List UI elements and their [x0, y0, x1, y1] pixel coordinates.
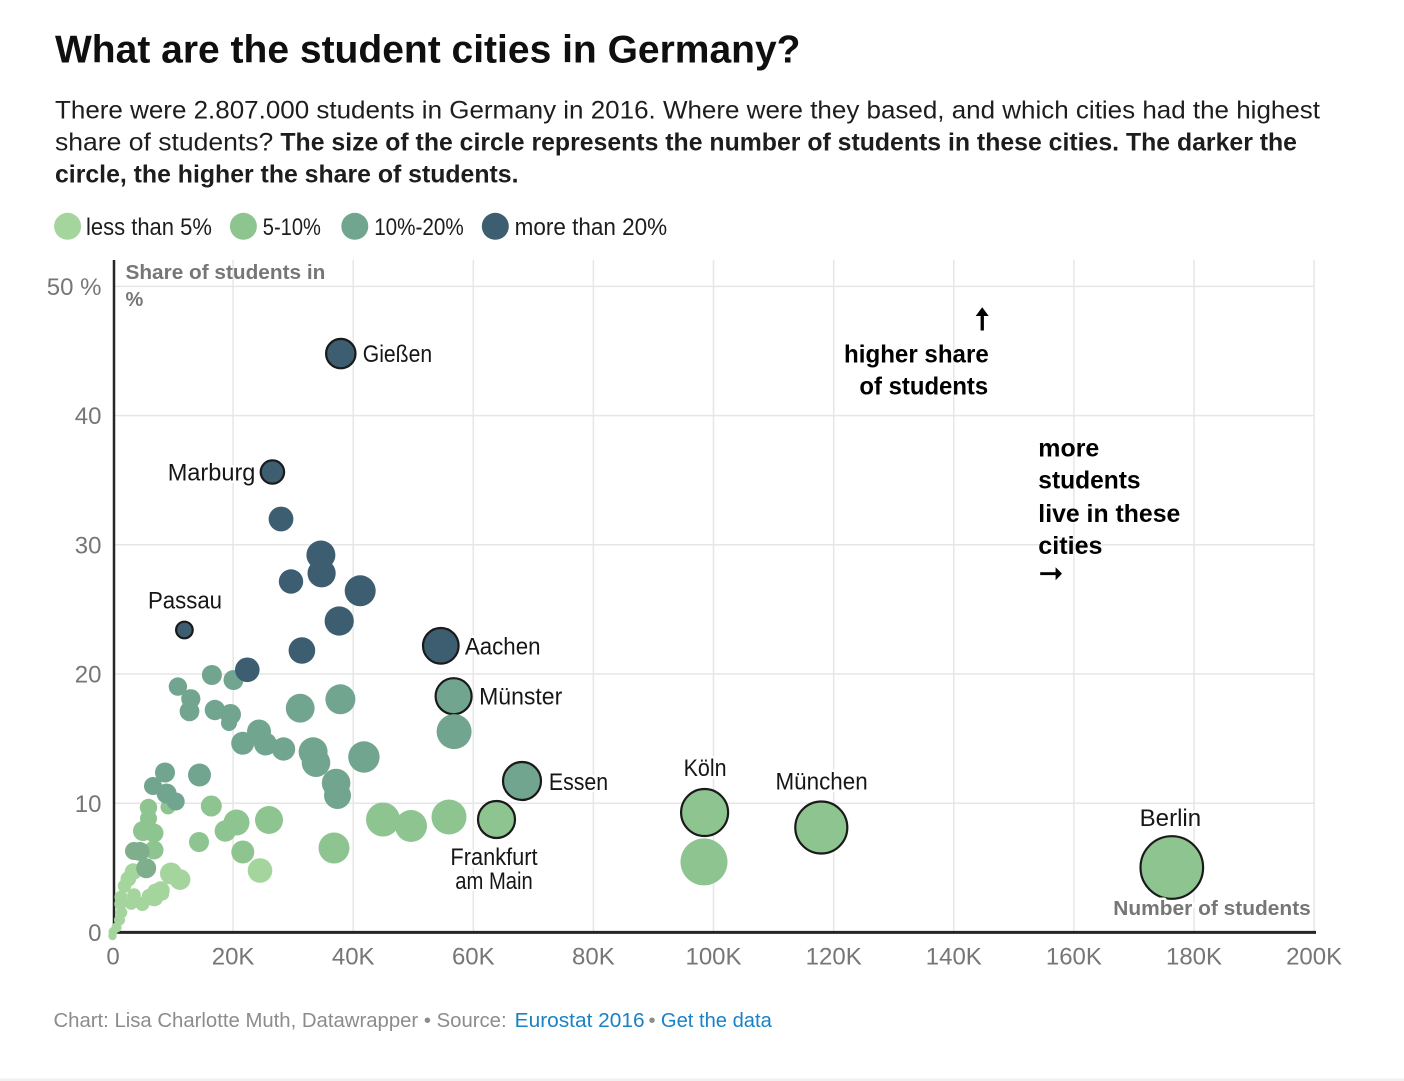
svg-text:Number of students: Number of students: [1113, 898, 1311, 920]
svg-text:Chart: Lisa Charlotte Muth, Da: Chart: Lisa Charlotte Muth, Datawrapper …: [54, 1010, 773, 1032]
svg-text:Münster: Münster: [479, 683, 562, 710]
svg-text:60K: 60K: [452, 944, 495, 971]
svg-text:Essen: Essen: [549, 769, 608, 796]
svg-text:5-10%: 5-10%: [263, 214, 321, 241]
svg-text:more: more: [1038, 434, 1099, 462]
svg-text:more than 20%: more than 20%: [515, 214, 668, 241]
svg-text:Share of students in: Share of students in: [126, 262, 326, 284]
svg-text:Berlin: Berlin: [1140, 805, 1202, 832]
svg-text:Passau: Passau: [148, 588, 222, 615]
svg-text:students: students: [1038, 466, 1140, 494]
svg-text:cities: cities: [1038, 532, 1102, 560]
svg-text:140K: 140K: [926, 944, 982, 971]
svg-text:higher share: higher share: [844, 340, 989, 368]
svg-text:50 %: 50 %: [47, 274, 102, 301]
svg-text:less than 5%: less than 5%: [86, 214, 212, 241]
svg-text:80K: 80K: [572, 944, 615, 971]
svg-text:circle, the higher the share o: circle, the higher the share of students…: [55, 161, 519, 189]
svg-text:0: 0: [106, 944, 119, 971]
svg-text:40K: 40K: [332, 944, 375, 971]
svg-text:40: 40: [75, 403, 102, 430]
svg-text:share of students?: share of students?: [55, 129, 273, 157]
svg-text:am Main: am Main: [455, 868, 533, 895]
svg-text:20K: 20K: [212, 944, 255, 971]
svg-text:Marburg: Marburg: [168, 460, 256, 487]
svg-text:200K: 200K: [1286, 944, 1342, 971]
svg-text:%: %: [126, 289, 144, 311]
svg-text:160K: 160K: [1046, 944, 1102, 971]
svg-text:There were 2.807.000 students: There were 2.807.000 students in Germany…: [55, 97, 1320, 125]
svg-text:Frankfurt: Frankfurt: [450, 844, 537, 871]
svg-text:What are the student cities in: What are the student cities in Germany?: [55, 29, 801, 72]
svg-text:20: 20: [75, 662, 102, 689]
svg-text:Köln: Köln: [684, 755, 727, 782]
svg-text:0: 0: [88, 920, 101, 947]
svg-text:Aachen: Aachen: [465, 633, 541, 660]
svg-text:of students: of students: [859, 372, 988, 400]
svg-text:30: 30: [75, 532, 102, 559]
svg-text:120K: 120K: [806, 944, 862, 971]
svg-text:The size of the circle represe: The size of the circle represents the nu…: [280, 129, 1297, 157]
svg-text:Gießen: Gießen: [363, 341, 432, 368]
svg-text:180K: 180K: [1166, 944, 1222, 971]
svg-text:100K: 100K: [685, 944, 741, 971]
svg-text:10%-20%: 10%-20%: [374, 214, 464, 241]
svg-text:live in these: live in these: [1038, 500, 1180, 528]
svg-text:München: München: [776, 769, 868, 796]
svg-text:10: 10: [75, 791, 102, 818]
